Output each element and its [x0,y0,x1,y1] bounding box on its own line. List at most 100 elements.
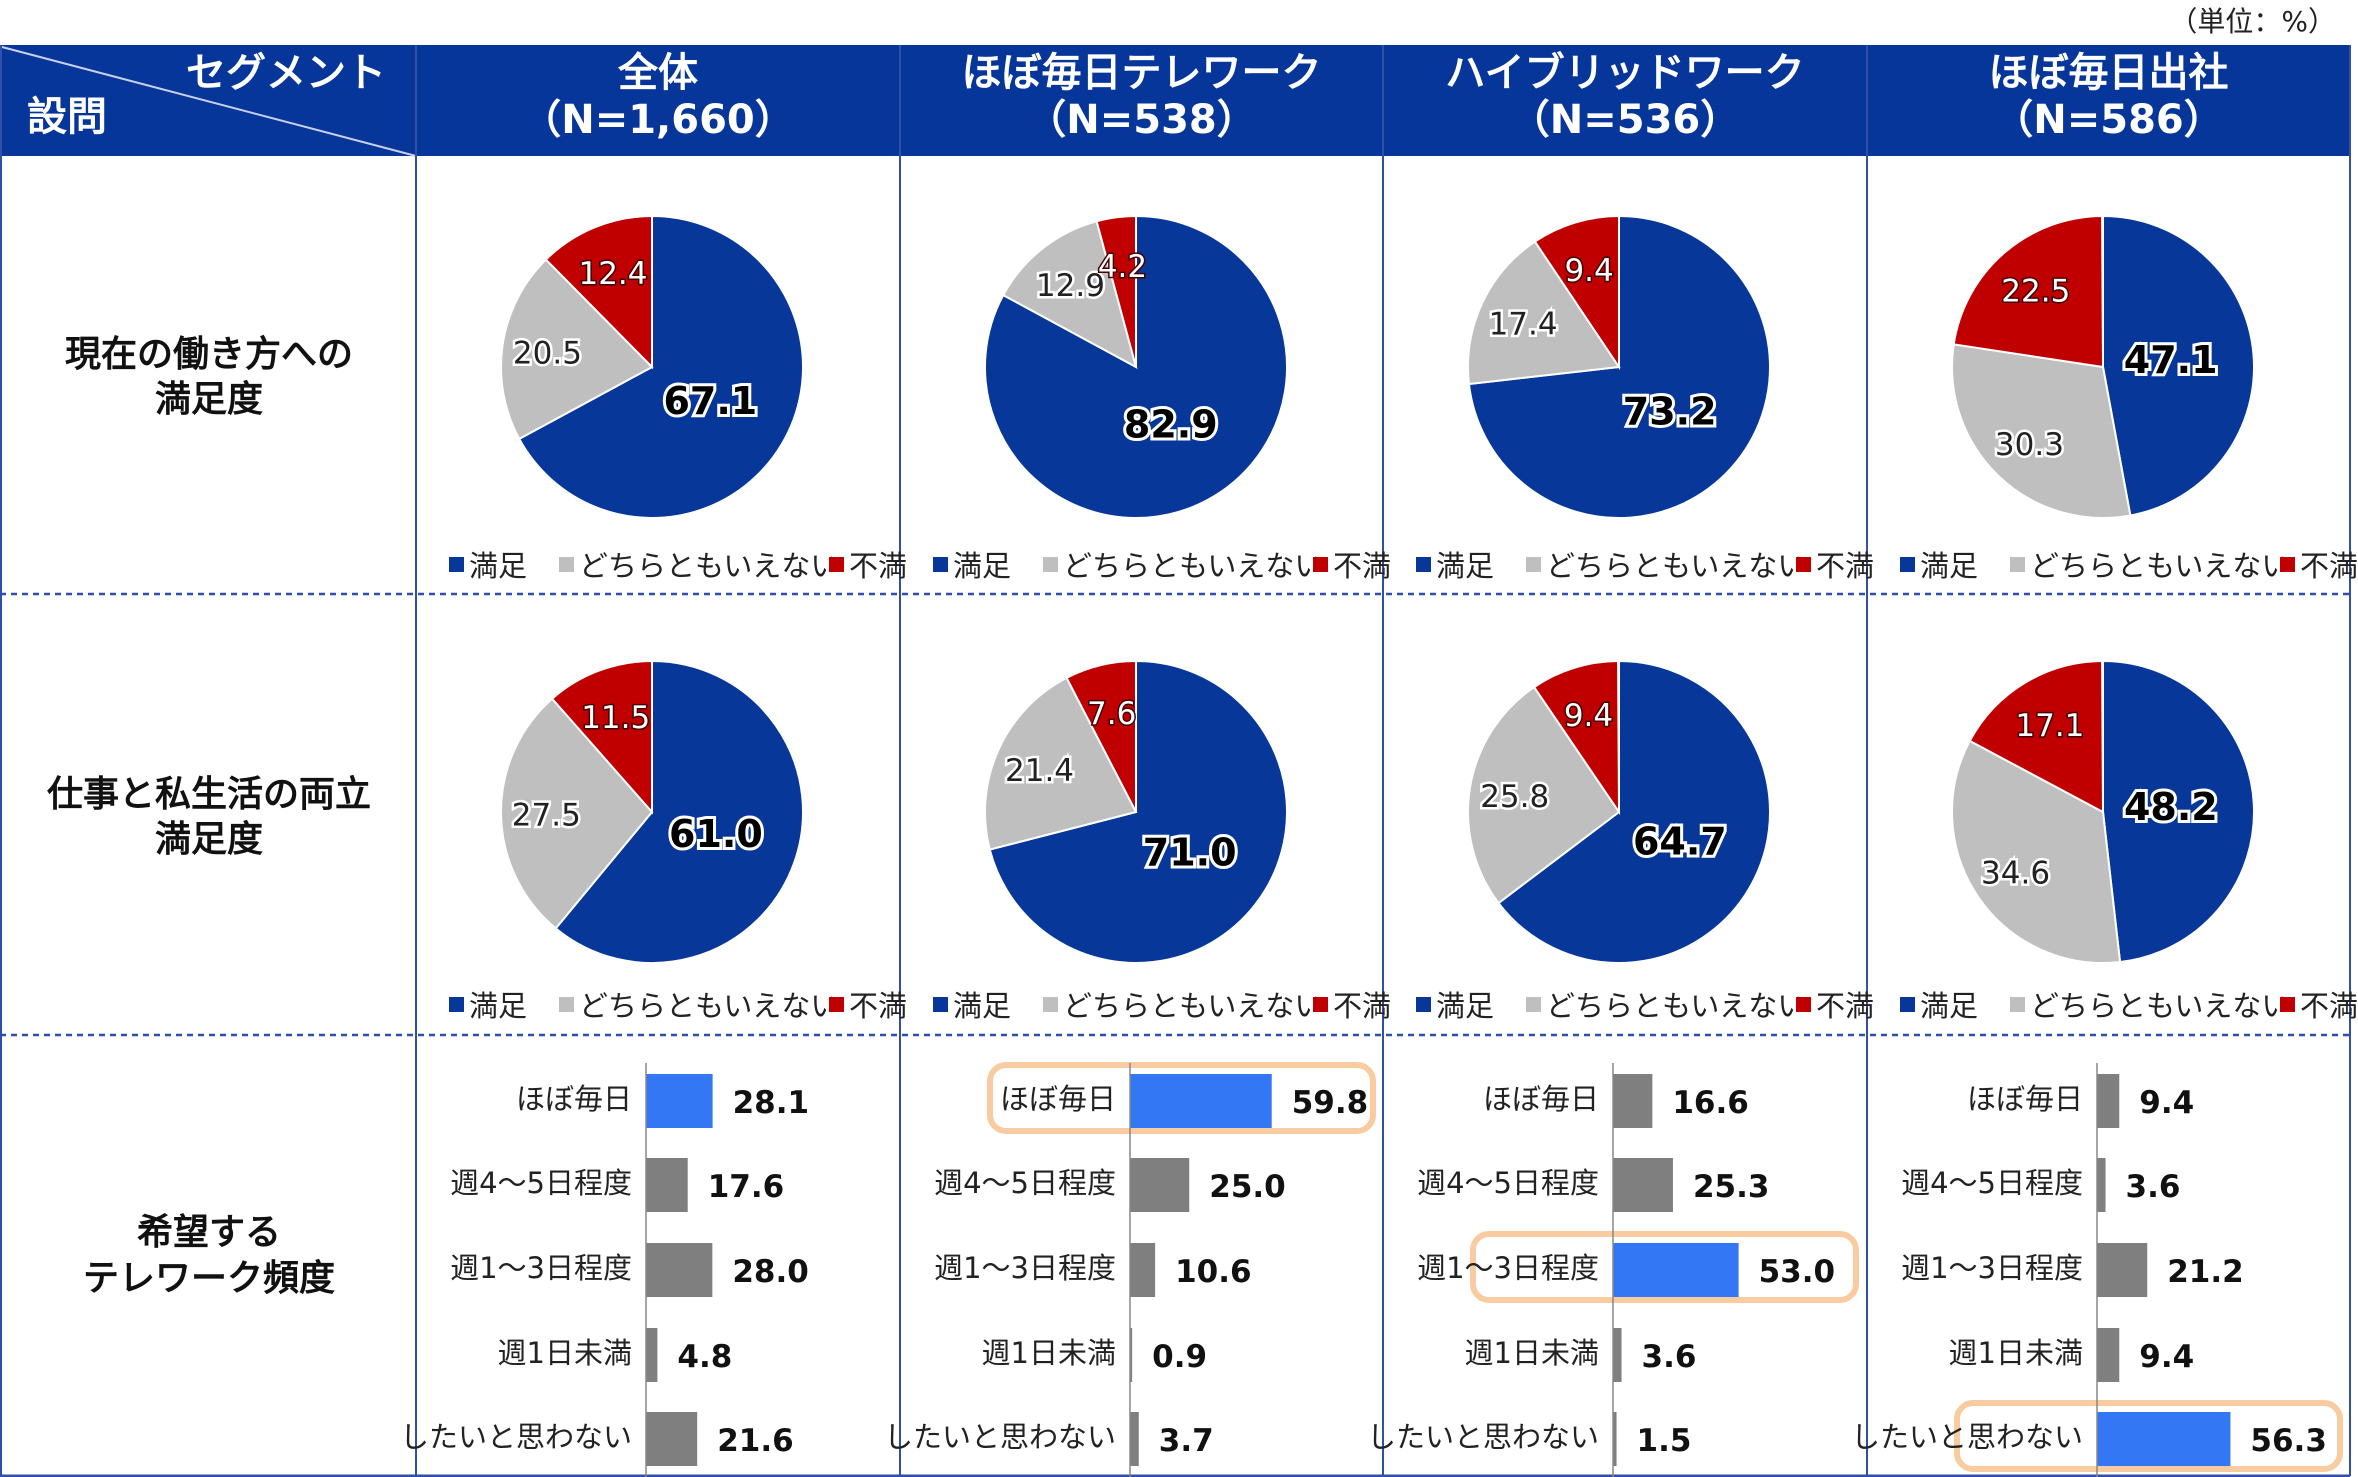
pie-data-label: 82.9 [1124,402,1218,446]
legend-swatch [449,557,464,572]
column-header-title: ほぼ毎日テレワーク [962,50,1322,96]
bar-category-label: したいと思わない [1851,1420,2083,1454]
bar-value-label: 25.3 [1693,1169,1770,1205]
pie-slice-neutral [500,258,654,441]
legend-label: 満足 [1436,549,1494,583]
legend-swatch [933,557,948,572]
pie-data-label: 73.2 [1623,389,1717,433]
question-label: 満足度 [155,819,263,860]
unit-label: （単位：%） [2169,5,2336,38]
bar-category-label: ほぼ毎日 [1483,1082,1599,1116]
legend-label: どちらともいえない [579,989,839,1023]
bar-category-label: 週1～3日程度 [934,1251,1116,1285]
question-label: 仕事と私生活の両立 [47,774,371,815]
pie-legend: 満足 どちらともいえない 不満 [1900,989,2358,1023]
pie-data-label: 34.6 [1981,855,2050,891]
pie-slice-satisfied [554,659,804,964]
header-bar [0,45,2350,156]
pie-legend: 満足 どちらともいえない 不満 [933,989,1391,1023]
pie-chart: 64.7 25.8 9.4 [1467,659,1771,964]
pie-data-label: 67.1 [663,379,757,423]
bar-value-label: 21.2 [2167,1254,2244,1290]
pie-legend: 満足 どちらともいえない 不満 [1416,549,1874,583]
bar-value-label: 16.6 [1672,1085,1749,1121]
corner-diagonal [1,46,417,157]
pie-slice-satisfied [2102,659,2255,964]
legend-label: 満足 [469,989,527,1023]
legend-label: 満足 [1436,989,1494,1023]
pie-slice-dissatisfied [1533,214,1620,371]
pie-data-label: 47.1 [2124,338,2218,382]
pie-data-label: 9.4 [1564,253,1613,289]
bar [646,1158,688,1212]
bar [2097,1158,2106,1212]
pie-chart: 82.9 12.94.2 [984,214,1288,519]
bar-chart: ほぼ毎日 16.6 週4～5日程度 25.3 週1～3日程度 53.0 週1日未満 3.6 した… [1367,1063,1859,1477]
pie-chart: 73.2 17.49.4 [1467,214,1771,519]
bar [646,1243,713,1297]
bar-category-label: 週4～5日程度 [1901,1166,2083,1200]
legend-swatch [2010,557,2025,572]
legend-swatch [559,557,574,572]
pie-slice-neutral [500,697,654,930]
legend-swatch [2280,997,2295,1012]
pie-data-label: 4.2 [1098,249,1147,285]
legend-swatch [1313,997,1328,1012]
pie-slice-neutral [1467,685,1621,905]
pie-slice-dissatisfied [544,214,653,370]
legend-label: どちらともいえない [1546,989,1806,1023]
bar [1130,1328,1133,1382]
bar-value-label: 1.5 [1637,1423,1692,1459]
bar [1613,1243,1739,1297]
pie-data-label: 11.5 [581,700,650,736]
legend-label: 不満 [2300,989,2358,1023]
legend-swatch [2010,997,2025,1012]
bar-value-label: 28.0 [732,1254,809,1290]
bar-chart: ほぼ毎日 28.1 週4～5日程度 17.6 週1～3日程度 28.0 週1日未満 4.8 した… [400,1063,809,1477]
corner-question-label: 設問 [27,94,107,140]
bar [1130,1074,1272,1128]
bar-value-label: 17.6 [708,1169,785,1205]
bar-category-label: 週1日未満 [982,1336,1116,1370]
column-header-title: ほぼ毎日出社 [1989,50,2229,96]
bar-value-label: 3.6 [2126,1169,2181,1205]
bar-category-label: したいと思わない [1367,1420,1599,1454]
question-label: テレワーク頻度 [83,1258,335,1299]
question-label: 満足度 [155,379,263,420]
legend-label: どちらともいえない [1063,989,1323,1023]
bar-category-label: 週1日未満 [498,1336,632,1370]
legend-swatch [1900,557,1915,572]
pie-data-label: 22.5 [2001,273,2070,309]
bar-value-label: 4.8 [677,1339,732,1375]
bar-category-label: 週1日未満 [1949,1336,2083,1370]
legend-swatch [1526,557,1541,572]
legend-swatch [1416,557,1431,572]
legend-label: どちらともいえない [1546,549,1806,583]
legend-swatch [1796,997,1811,1012]
pie-data-label: 17.4 [1489,307,1558,343]
pie-data-label: 12.4 [578,256,647,292]
bar-category-label: 週4～5日程度 [1417,1166,1599,1200]
legend-label: 不満 [1816,549,1874,583]
legend-swatch [1043,997,1058,1012]
bar [1130,1243,1156,1297]
legend-label: どちらともいえない [579,549,839,583]
bar-category-label: ほぼ毎日 [1967,1082,2083,1116]
legend-label: 満足 [953,549,1011,583]
pie-slice-neutral [1001,220,1138,369]
pie-legend: 満足 どちらともいえない 不満 [1900,549,2358,583]
pie-slice-neutral [1951,739,2122,964]
legend-label: 不満 [849,549,907,583]
column-header-n: （N=1,660） [521,97,795,143]
legend-swatch [1900,997,1915,1012]
question-label: 希望する [137,1212,281,1253]
bar [2097,1243,2148,1297]
pie-chart: 48.2 34.6 17.1 [1951,659,2255,964]
legend-label: 不満 [1333,549,1391,583]
pie-legend: 満足 どちらともいえない 不満 [933,549,1391,583]
bar-category-label: 週4～5日程度 [450,1166,632,1200]
bar [1613,1412,1617,1466]
pie-data-label: 7.6 [1087,696,1136,732]
bar-value-label: 25.0 [1209,1169,1286,1205]
bar [1130,1412,1139,1466]
